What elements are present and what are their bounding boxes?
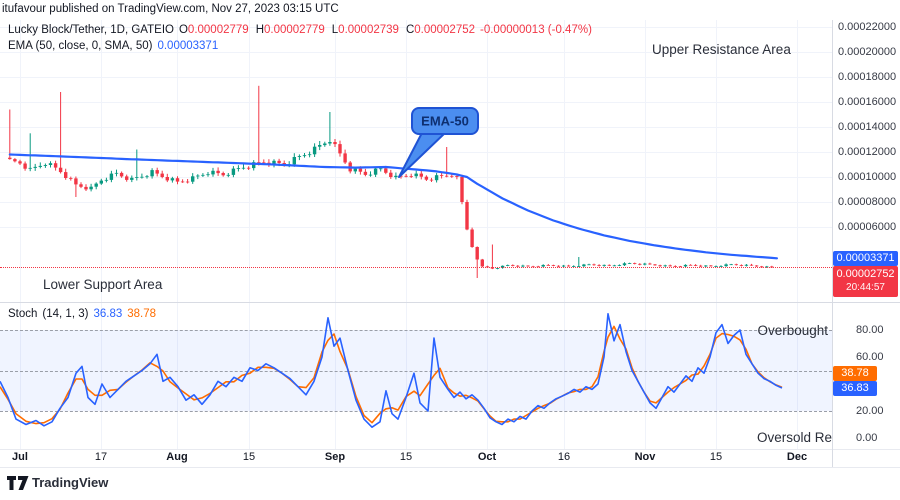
last-price-value: 0.00002752: [836, 268, 895, 280]
time-axis-label: 16: [557, 451, 571, 463]
vertical-gridline: [101, 20, 102, 449]
price-axis-label: 0.00014000: [838, 121, 897, 133]
time-axis-label: 15: [242, 451, 256, 463]
vertical-gridline: [406, 20, 407, 449]
change-value: -0.00000013 (-0.47%): [480, 24, 592, 36]
overbought-label[interactable]: Overbought: [757, 323, 828, 338]
price-axis-label: 0.00012000: [838, 146, 897, 158]
stoch-d-badge: 38.78: [833, 366, 877, 381]
stoch-axis-label: 20.00: [856, 405, 884, 417]
time-axis-label: Aug: [166, 451, 188, 463]
price-axis-label: 0.00006000: [838, 221, 897, 233]
ema-value-badge: 0.00003371: [833, 251, 898, 266]
ohlc-item: L0.00002739: [331, 24, 399, 36]
horizontal-gridline: [0, 77, 832, 78]
ema50-line: [8, 153, 778, 260]
stoch-level-line: [0, 370, 832, 372]
ema-legend-value: 0.00003371: [157, 40, 219, 52]
vertical-gridline: [249, 20, 250, 449]
horizontal-gridline: [0, 102, 832, 103]
time-axis-divider: [0, 449, 900, 450]
price-axis[interactable]: [832, 20, 900, 467]
horizontal-gridline: [0, 227, 832, 228]
ohlc-values: O0.00002779 H0.00002779 L0.00002739 C0.0000…: [179, 24, 475, 36]
symbol-legend[interactable]: Lucky Block/Tether, 1D, GATEIO O0.000027…: [8, 24, 592, 36]
vertical-gridline: [335, 20, 336, 449]
time-axis-label: Jul: [12, 451, 28, 463]
vertical-gridline: [645, 20, 646, 449]
horizontal-gridline: [0, 27, 832, 28]
horizontal-gridline: [0, 202, 832, 203]
time-axis-label: 15: [709, 451, 723, 463]
stoch-legend[interactable]: Stoch (14, 1, 3) 36.83 38.78: [8, 308, 156, 320]
price-axis-label: 0.00020000: [838, 46, 897, 58]
lower-support-label[interactable]: Lower Support Area: [43, 277, 163, 292]
stoch-k-badge: 36.83: [833, 381, 877, 396]
time-axis-label: Sep: [324, 451, 346, 463]
svg-text:EMA-50: EMA-50: [421, 114, 469, 129]
time-axis-label: Oct: [477, 451, 497, 463]
last-price-badge: 0.00002752 20:44:57: [833, 266, 898, 297]
tradingview-brand-text[interactable]: TradingView: [32, 475, 109, 490]
stoch-level-line: [0, 330, 832, 331]
vertical-gridline: [487, 20, 488, 449]
price-chart-canvas[interactable]: EMA-50: [0, 20, 832, 302]
time-axis-label: 15: [399, 451, 413, 463]
stoch-axis-label: 60.00: [856, 351, 884, 363]
stoch-k-line: [0, 313, 783, 428]
pane-divider[interactable]: [0, 302, 900, 303]
ohlc-item: H0.00002779: [255, 24, 325, 36]
stoch-level-line: [0, 411, 832, 412]
published-line: itufavour published on TradingView.com, …: [2, 3, 339, 15]
ohlc-item: O0.00002779: [178, 24, 249, 36]
vertical-gridline: [797, 20, 798, 449]
ohlc-item: C0.00002752: [405, 24, 476, 36]
price-axis-label: 0.00008000: [838, 196, 897, 208]
time-axis-label: Nov: [634, 451, 656, 463]
vertical-gridline: [177, 20, 178, 449]
time-axis-label: Dec: [786, 451, 808, 463]
stoch-params: (14, 1, 3): [42, 308, 89, 320]
stoch-k-value: 36.83: [93, 308, 123, 320]
vertical-gridline: [716, 20, 717, 449]
time-axis-label: 17: [94, 451, 108, 463]
stoch-d-value: 38.78: [127, 308, 157, 320]
ema-callout[interactable]: EMA-50: [398, 107, 479, 178]
stoch-title[interactable]: Stoch: [8, 308, 38, 320]
ema-legend[interactable]: EMA (50, close, 0, SMA, 50) 0.00003371: [8, 40, 218, 52]
ema-legend-label[interactable]: EMA (50, close, 0, SMA, 50): [8, 40, 153, 52]
price-axis-label: 0.00022000: [838, 21, 897, 33]
upper-resistance-label[interactable]: Upper Resistance Area: [652, 42, 791, 57]
vertical-gridline: [20, 20, 21, 449]
price-axis-label: 0.00018000: [838, 71, 897, 83]
stoch-chart-canvas[interactable]: [0, 302, 832, 449]
tradingview-logo-icon[interactable]: [7, 476, 29, 491]
vertical-gridline: [564, 20, 565, 449]
stoch-axis-label: 0.00: [856, 432, 878, 444]
horizontal-gridline: [0, 52, 832, 53]
price-axis-label: 0.00016000: [838, 96, 897, 108]
bar-countdown: 20:44:57: [846, 282, 885, 293]
footer-bar: [0, 467, 900, 500]
symbol-title[interactable]: Lucky Block/Tether, 1D, GATEIO: [8, 24, 174, 36]
price-axis-label: 0.00010000: [838, 171, 897, 183]
oversold-label[interactable]: Oversold Re: [756, 430, 832, 445]
current-price-line: [0, 267, 832, 268]
stoch-axis-label: 80.00: [856, 324, 884, 336]
